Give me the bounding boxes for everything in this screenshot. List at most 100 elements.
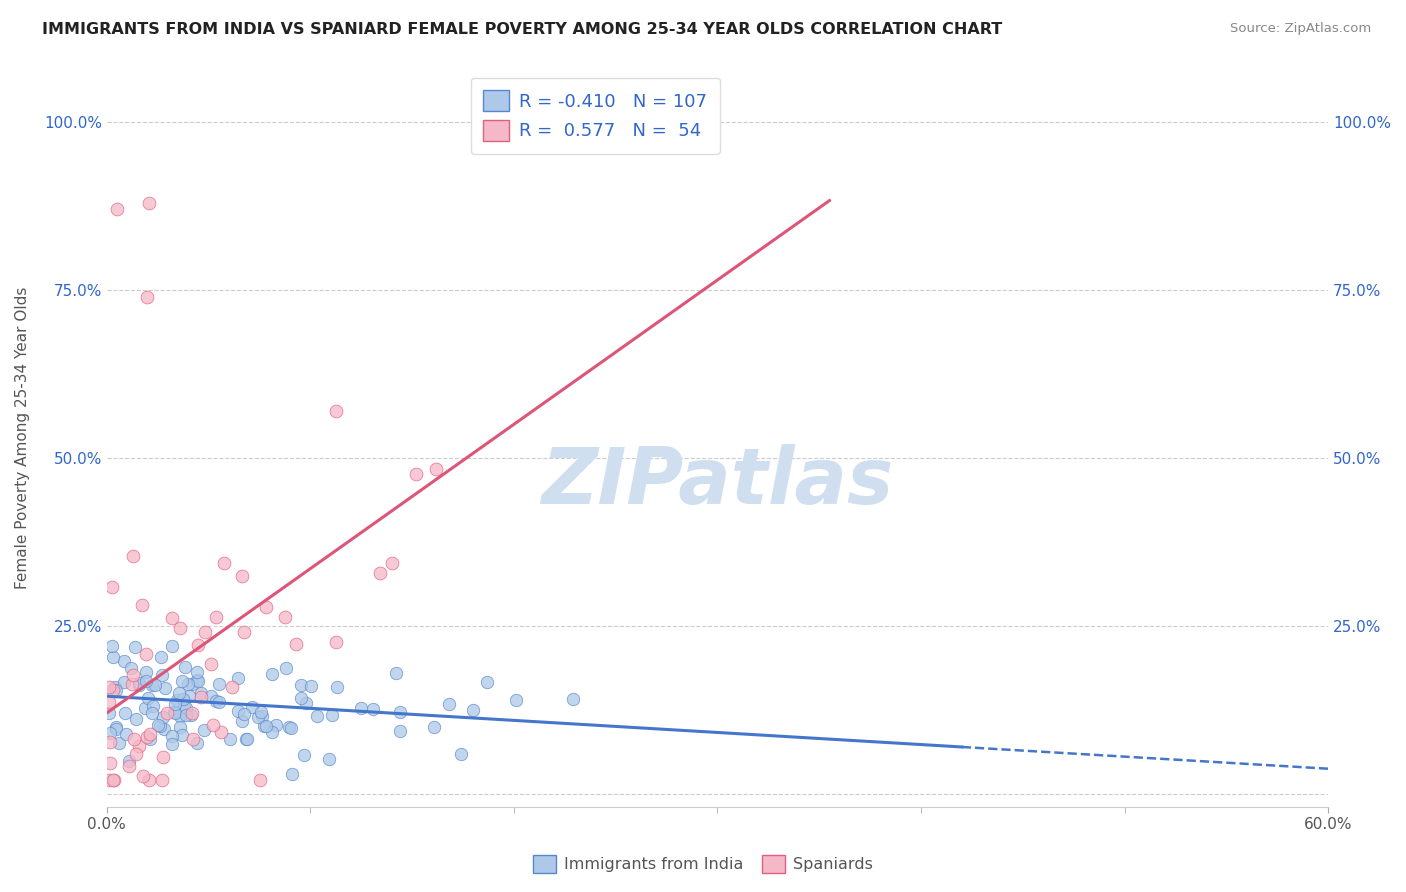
Point bbox=[179, 689, 201, 703]
Point bbox=[249, 773, 271, 788]
Point bbox=[163, 705, 186, 719]
Point bbox=[146, 718, 169, 732]
Point bbox=[437, 697, 460, 711]
Point bbox=[120, 660, 142, 674]
Point bbox=[118, 759, 141, 773]
Point bbox=[505, 692, 527, 706]
Point bbox=[280, 721, 302, 735]
Point bbox=[405, 467, 427, 482]
Point bbox=[368, 566, 391, 580]
Point bbox=[128, 739, 150, 753]
Point bbox=[305, 709, 328, 723]
Point bbox=[325, 404, 347, 418]
Point bbox=[299, 679, 322, 693]
Point bbox=[461, 703, 484, 717]
Point bbox=[561, 692, 583, 706]
Point bbox=[388, 705, 411, 719]
Point bbox=[274, 610, 297, 624]
Point bbox=[181, 731, 204, 746]
Point bbox=[169, 720, 191, 734]
Point bbox=[235, 731, 257, 746]
Point bbox=[138, 773, 160, 788]
Point bbox=[101, 639, 124, 653]
Point bbox=[141, 706, 163, 720]
Point bbox=[101, 682, 124, 697]
Point bbox=[112, 654, 135, 668]
Point bbox=[98, 756, 121, 771]
Point bbox=[231, 714, 253, 729]
Point bbox=[142, 698, 165, 713]
Point bbox=[253, 718, 276, 732]
Point bbox=[425, 462, 447, 476]
Point bbox=[166, 692, 188, 706]
Point bbox=[233, 706, 256, 721]
Point bbox=[138, 195, 160, 210]
Point bbox=[236, 731, 259, 746]
Point bbox=[231, 569, 253, 583]
Point bbox=[163, 697, 186, 711]
Point bbox=[152, 722, 174, 736]
Point bbox=[160, 729, 183, 743]
Point bbox=[205, 693, 228, 707]
Point bbox=[260, 724, 283, 739]
Point bbox=[200, 689, 222, 703]
Point bbox=[172, 692, 194, 706]
Point bbox=[141, 677, 163, 691]
Point bbox=[131, 599, 153, 613]
Point bbox=[208, 677, 231, 691]
Point bbox=[240, 699, 263, 714]
Point bbox=[131, 769, 153, 783]
Point bbox=[385, 666, 408, 681]
Point bbox=[128, 676, 150, 690]
Point bbox=[325, 635, 347, 649]
Point bbox=[136, 290, 159, 304]
Point bbox=[290, 690, 312, 705]
Point bbox=[139, 726, 162, 740]
Point bbox=[103, 773, 125, 788]
Point bbox=[98, 735, 121, 749]
Point bbox=[139, 731, 162, 746]
Point bbox=[187, 638, 209, 652]
Point bbox=[169, 621, 191, 635]
Point bbox=[207, 695, 229, 709]
Point bbox=[163, 706, 186, 720]
Point bbox=[254, 599, 277, 614]
Point bbox=[174, 700, 197, 714]
Point bbox=[122, 731, 145, 746]
Point bbox=[201, 718, 224, 732]
Point bbox=[292, 748, 315, 763]
Point bbox=[326, 681, 349, 695]
Point bbox=[125, 712, 148, 726]
Point bbox=[290, 678, 312, 692]
Point bbox=[149, 650, 172, 665]
Point bbox=[636, 125, 658, 139]
Point bbox=[156, 706, 179, 720]
Point bbox=[103, 650, 125, 665]
Point bbox=[118, 754, 141, 768]
Point bbox=[190, 686, 212, 700]
Point bbox=[150, 773, 173, 788]
Point bbox=[194, 625, 217, 640]
Point bbox=[97, 695, 120, 709]
Point bbox=[254, 719, 277, 733]
Point bbox=[135, 665, 157, 680]
Point bbox=[97, 680, 120, 694]
Point bbox=[226, 704, 249, 718]
Point bbox=[121, 676, 143, 690]
Point bbox=[264, 718, 287, 732]
Point bbox=[105, 202, 128, 217]
Point bbox=[173, 660, 195, 674]
Point bbox=[294, 696, 316, 710]
Point bbox=[475, 675, 498, 690]
Point bbox=[180, 707, 202, 722]
Point bbox=[318, 752, 340, 766]
Point bbox=[160, 737, 183, 751]
Point bbox=[363, 701, 385, 715]
Point bbox=[98, 726, 121, 740]
Point bbox=[250, 709, 273, 723]
Point bbox=[350, 701, 373, 715]
Point bbox=[285, 636, 308, 650]
Point bbox=[101, 580, 124, 594]
Point bbox=[107, 736, 129, 750]
Point bbox=[104, 722, 127, 736]
